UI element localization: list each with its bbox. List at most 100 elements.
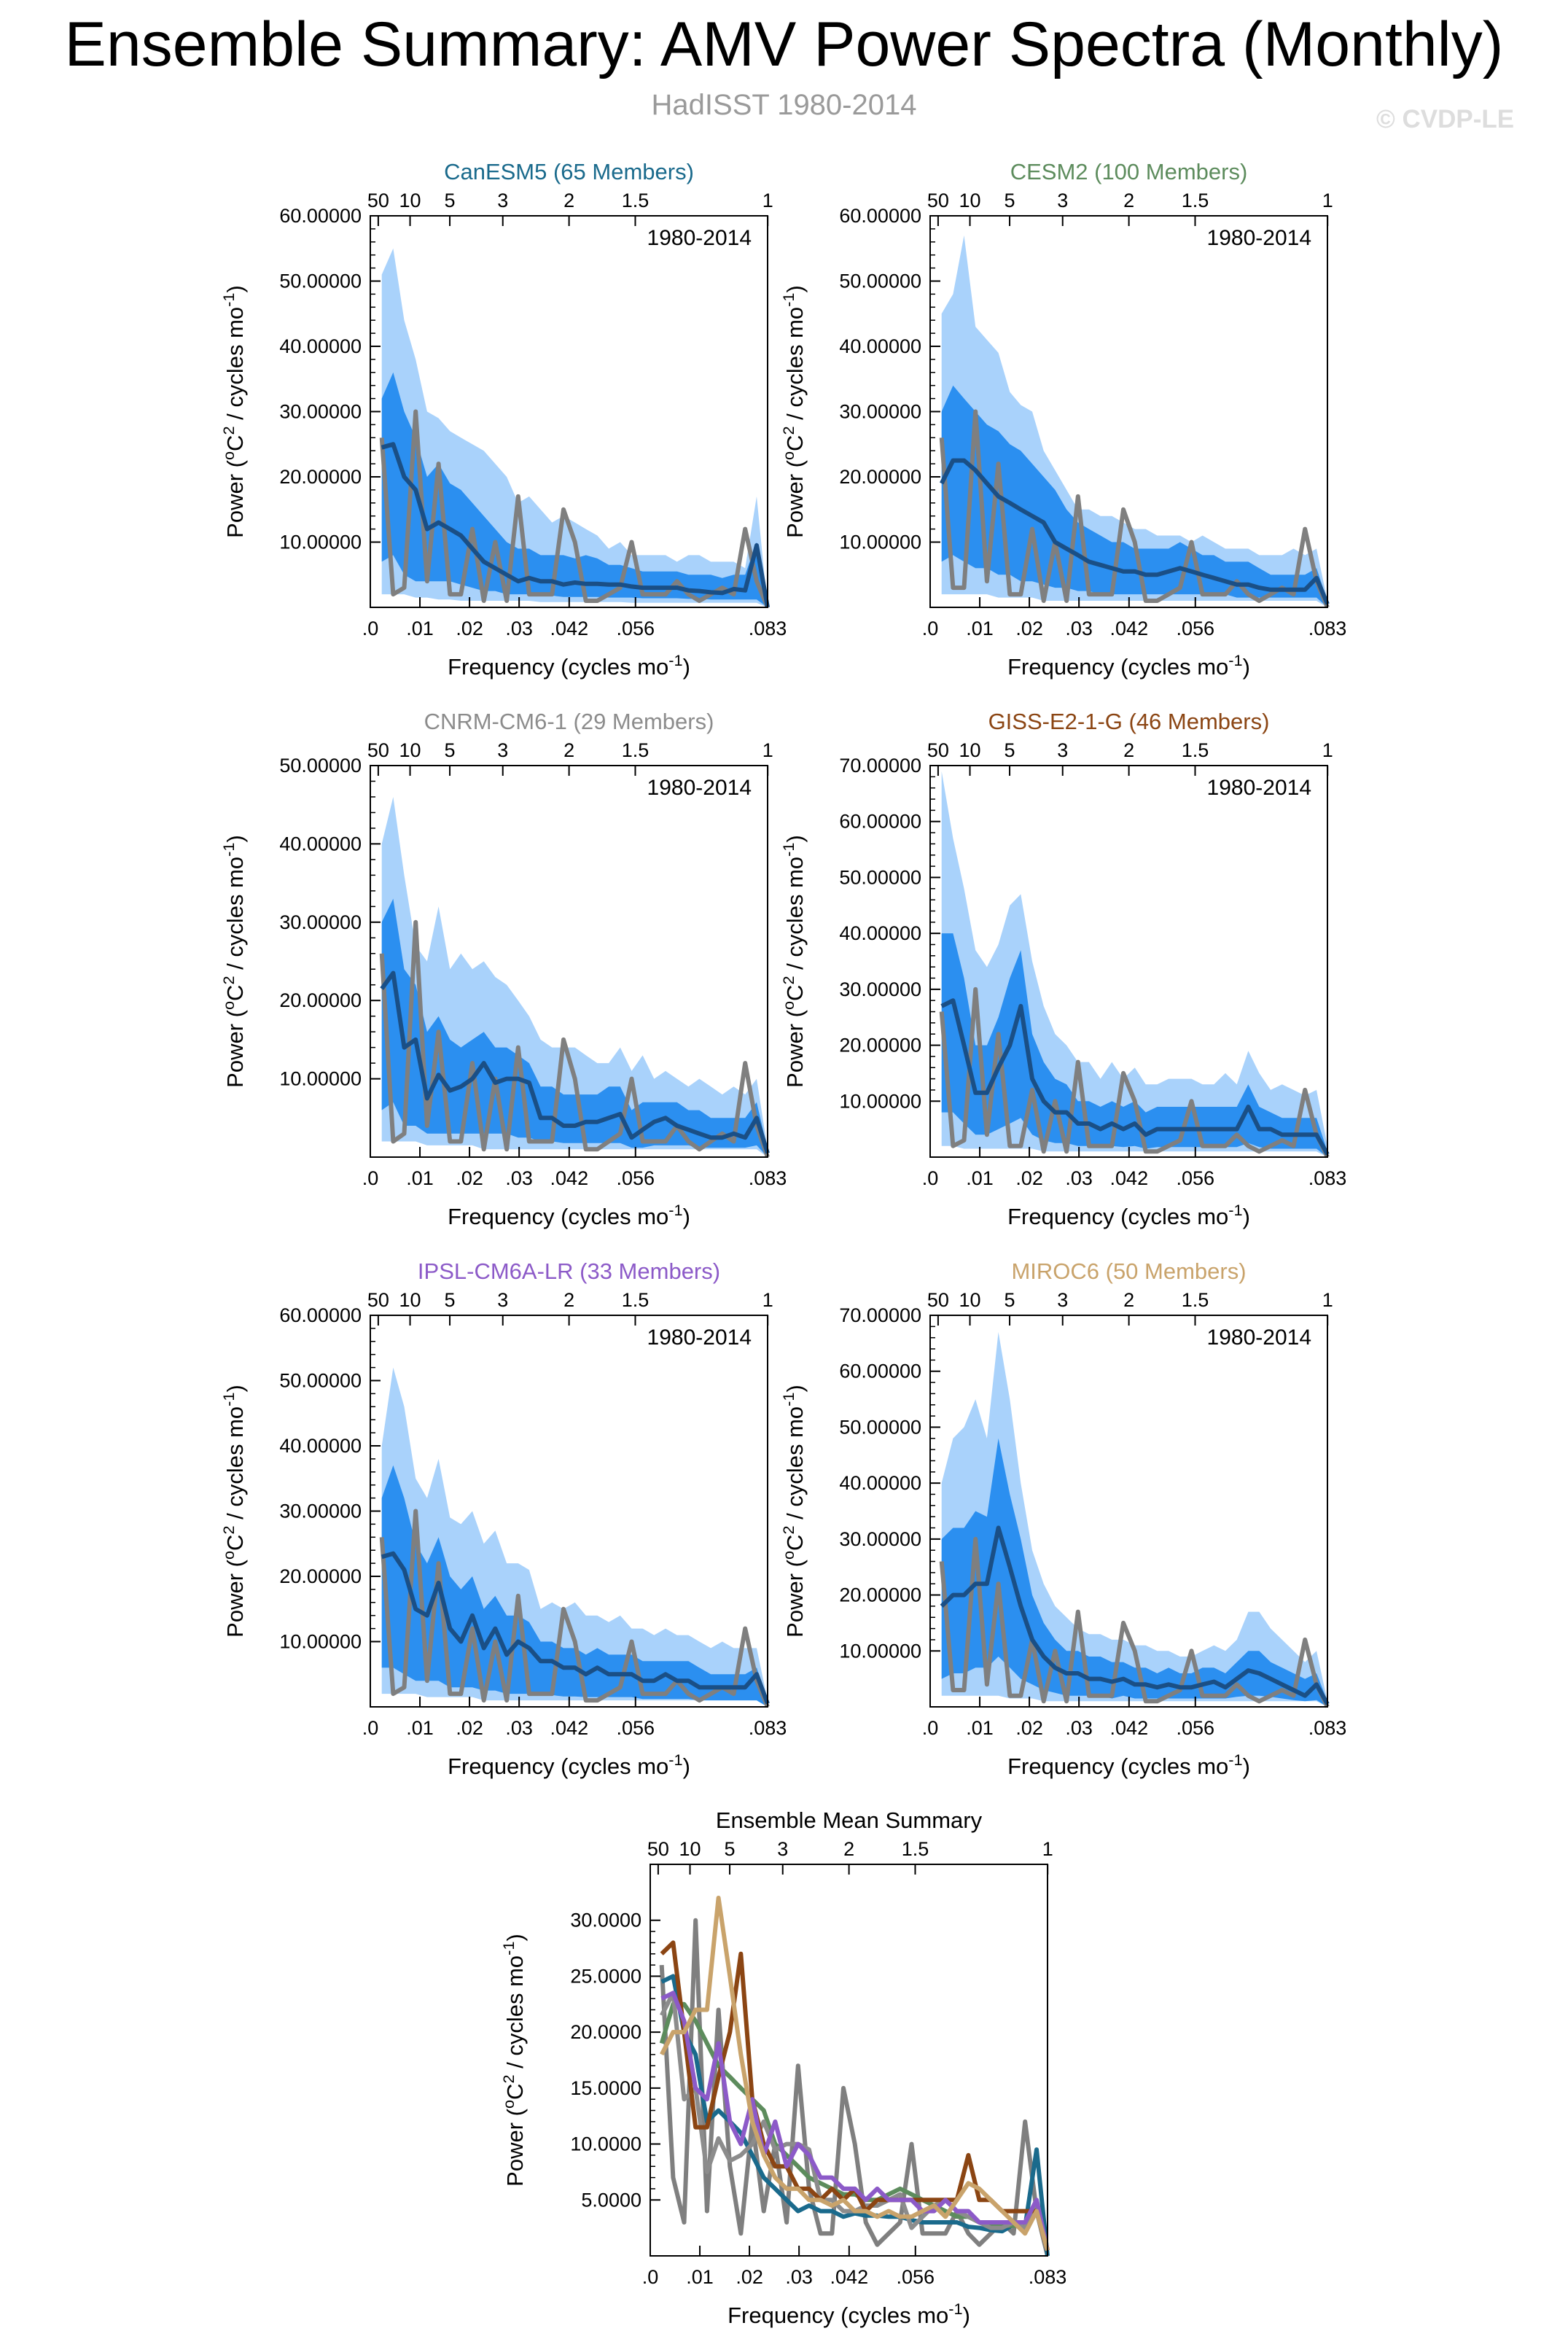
x-axis-title: Frequency (cycles mo-1)	[1007, 1751, 1250, 1780]
top-tick-label: 2	[843, 1838, 854, 1860]
x-tick-label: .056	[1176, 1717, 1214, 1739]
y-tick-label: 30.00000	[279, 1501, 362, 1522]
ensemble-mean-line	[940, 458, 1330, 605]
y-tick-label: 20.00000	[279, 989, 362, 1011]
x-tick-label: .083	[749, 618, 787, 639]
y-tick-label: 15.0000	[570, 2077, 641, 2099]
x-tick-label: .0	[922, 1717, 939, 1739]
top-tick-label: 1.5	[902, 1838, 929, 1860]
x-tick-label: .02	[1015, 1167, 1043, 1189]
x-tick-label: .01	[406, 1717, 434, 1739]
top-tick-label: 50	[927, 190, 949, 211]
top-tick-label: 5	[445, 739, 456, 761]
y-tick-label: 30.00000	[839, 401, 921, 423]
y-tick-label: 70.00000	[839, 1304, 921, 1326]
y-tick-label: 10.00000	[839, 1090, 921, 1112]
x-tick-label: .03	[1065, 1717, 1093, 1739]
series-line-miroc6	[660, 1896, 1050, 2252]
top-tick-label: 1.5	[622, 190, 650, 211]
top-tick-label: 5	[1005, 739, 1015, 761]
top-tick-label: 10	[399, 190, 421, 211]
x-tick-label: .02	[456, 1717, 483, 1739]
x-tick-label: .056	[1176, 618, 1214, 639]
top-tick-label: 5	[1005, 190, 1015, 211]
y-tick-label: 50.00000	[279, 755, 362, 777]
y-tick-label: 30.00000	[279, 911, 362, 933]
x-tick-label: .0	[362, 1167, 379, 1189]
spread-band-inner	[381, 372, 768, 607]
top-tick-label: 50	[367, 739, 389, 761]
x-tick-label: .01	[406, 1167, 434, 1189]
period-label: 1980-2014	[647, 776, 752, 800]
y-tick-label: 5.0000	[581, 2189, 641, 2211]
y-tick-label: 20.00000	[839, 1035, 921, 1056]
panel-title: MIROC6 (50 Members)	[1011, 1258, 1246, 1284]
x-tick-label: .01	[966, 1717, 994, 1739]
panel-title: CanESM5 (65 Members)	[444, 159, 694, 184]
series-line-canesm5	[660, 1974, 1050, 2257]
ensemble-mean-line	[380, 970, 770, 1154]
chart-panel-6: 5.0000 10.0000 15.0000 20.0000 25.0000 30.000…	[499, 1807, 1067, 2328]
top-tick-label: 1.5	[1182, 190, 1209, 211]
y-tick-label: 50.00000	[839, 271, 921, 292]
y-tick-label: 30.0000	[570, 1910, 641, 1931]
x-tick-label: .042	[1110, 1167, 1149, 1189]
x-tick-label: .083	[1308, 618, 1347, 639]
y-tick-label: 10.00000	[839, 1640, 921, 1662]
y-tick-label: 20.0000	[570, 2021, 641, 2043]
observations-line	[939, 409, 1330, 609]
x-tick-label: .02	[736, 2266, 763, 2288]
top-tick-label: 1	[1322, 190, 1333, 211]
x-tick-label: .083	[1308, 1167, 1347, 1189]
y-tick-label: 60.00000	[839, 205, 921, 227]
top-tick-label: 10	[959, 1289, 980, 1311]
y-tick-label: 10.0000	[570, 2133, 641, 2155]
top-tick-label: 10	[959, 190, 980, 211]
y-axis-title: Power (oC2 / cycles mo-1)	[219, 835, 249, 1088]
top-tick-label: 1	[762, 190, 773, 211]
top-tick-label: 3	[1057, 190, 1068, 211]
y-axis-title: Power (oC2 / cycles mo-1)	[219, 285, 249, 538]
chart-panel-5: 1980-2014 10.00000 20.00000 30.00000 40.0000…	[779, 1258, 1347, 1779]
top-tick-label: 3	[1057, 739, 1068, 761]
top-tick-label: 3	[777, 1838, 788, 1860]
panel-title: GISS-E2-1-G (46 Members)	[988, 709, 1270, 734]
top-tick-label: 2	[563, 739, 574, 761]
top-tick-label: 10	[399, 1289, 421, 1311]
x-tick-label: .056	[616, 1167, 655, 1189]
ensemble-mean-line	[381, 1551, 770, 1705]
period-label: 1980-2014	[1207, 776, 1311, 800]
copyright-watermark: © CVDP-LE	[1376, 105, 1515, 133]
top-tick-label: 3	[497, 739, 508, 761]
x-tick-label: .03	[505, 1167, 533, 1189]
x-tick-label: .042	[1110, 1717, 1149, 1739]
x-tick-label: .056	[896, 2266, 935, 2288]
x-tick-label: .0	[922, 1167, 939, 1189]
main-title: Ensemble Summary: AMV Power Spectra (Mon…	[64, 9, 1504, 79]
ensemble-mean-line	[940, 1525, 1330, 1705]
y-axis-title: Power (oC2 / cycles mo-1)	[219, 1385, 249, 1638]
x-tick-label: .02	[456, 618, 483, 639]
y-axis-title: Power (oC2 / cycles mo-1)	[779, 835, 808, 1088]
y-tick-label: 60.00000	[279, 1304, 362, 1326]
x-tick-label: .01	[406, 618, 434, 639]
y-tick-label: 20.00000	[279, 466, 362, 488]
series-line-ipsl-cm6a-lr	[660, 1990, 1050, 2251]
series-line-hadisst	[659, 1918, 1050, 2257]
y-tick-label: 10.00000	[279, 1631, 362, 1653]
x-tick-label: .042	[550, 1717, 589, 1739]
y-tick-label: 50.00000	[279, 271, 362, 292]
top-tick-label: 50	[927, 1289, 949, 1311]
subtitle: HadISST 1980-2014	[651, 89, 917, 121]
top-tick-label: 2	[1123, 739, 1134, 761]
y-axis-title: Power (oC2 / cycles mo-1)	[779, 1385, 808, 1638]
top-tick-label: 2	[563, 1289, 574, 1311]
x-tick-label: .042	[550, 618, 589, 639]
x-tick-label: .042	[830, 2266, 869, 2288]
chart-panel-1: 1980-2014 10.00000 20.00000 30.00000 40.0000…	[779, 159, 1347, 680]
x-tick-label: .083	[749, 1167, 787, 1189]
y-tick-label: 30.00000	[839, 978, 921, 1000]
y-tick-label: 10.00000	[279, 532, 362, 553]
panel-title: CESM2 (100 Members)	[1010, 159, 1248, 184]
top-tick-label: 1.5	[622, 1289, 650, 1311]
